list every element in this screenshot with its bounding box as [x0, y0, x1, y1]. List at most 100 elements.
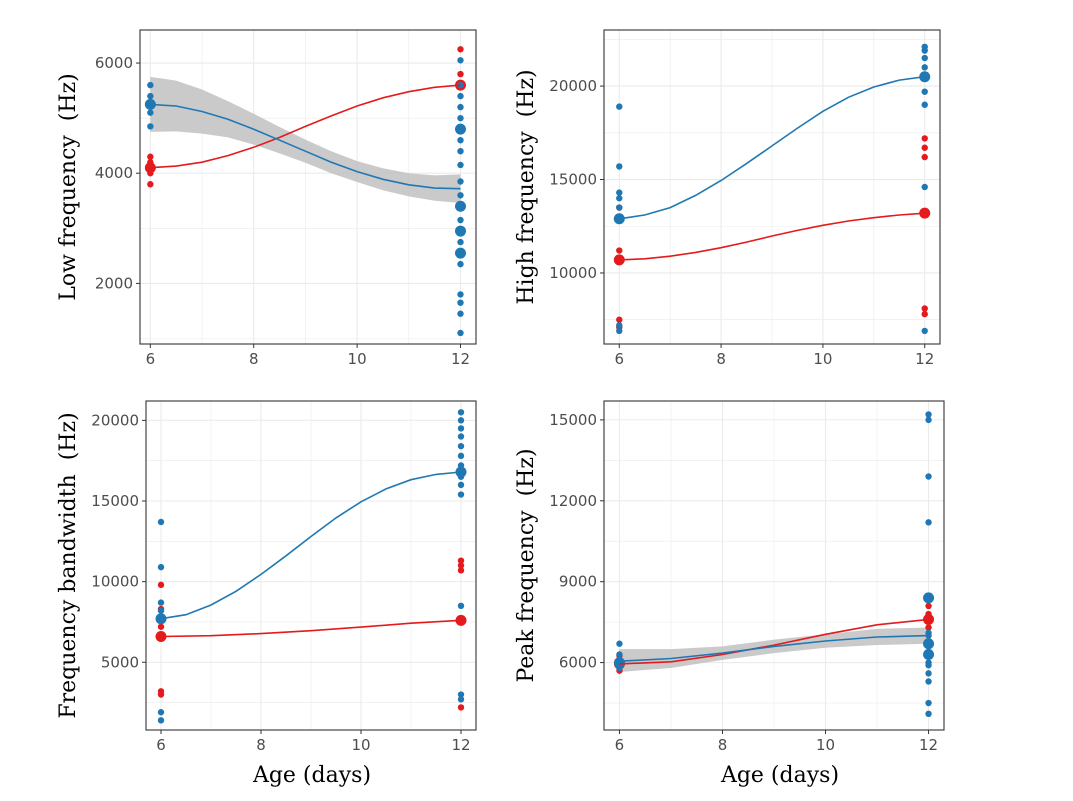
data-point-blue	[147, 92, 154, 100]
data-point-red	[921, 135, 928, 142]
data-point-blue	[157, 709, 165, 716]
mean-point-blue	[455, 466, 467, 478]
y-tick-label: 5000	[101, 653, 139, 671]
data-point-blue	[921, 183, 928, 191]
x-tick-label: 6	[146, 350, 156, 368]
data-point-blue	[925, 629, 932, 637]
mean-point-blue	[454, 200, 466, 212]
trend-line-red	[619, 212, 925, 261]
panel-border	[139, 29, 477, 345]
x-tick-label: 12	[919, 736, 938, 754]
data-point-red	[457, 70, 464, 78]
y-tick-label: 4000	[95, 164, 133, 182]
data-point-blue	[457, 442, 465, 450]
x-tick-label: 10	[348, 350, 367, 368]
data-point-blue	[457, 425, 465, 432]
trend-line-blue	[160, 471, 462, 620]
panel-border	[145, 400, 477, 731]
y-tick-label: 15000	[91, 492, 139, 510]
data-point-blue	[457, 602, 465, 610]
y-tick-label: 12000	[549, 492, 597, 510]
panel-border	[603, 400, 945, 731]
x-tick-label: 10	[351, 736, 370, 754]
y-axis-label: Frequency bandwidth (Hz)	[56, 412, 81, 718]
y-tick-label: 9000	[559, 573, 597, 591]
data-point-red	[457, 562, 465, 569]
x-tick-label: 6	[615, 736, 625, 754]
data-point-blue	[457, 238, 464, 246]
data-point-red	[457, 46, 464, 53]
data-point-blue	[925, 416, 932, 424]
x-tick-label: 12	[451, 350, 470, 368]
data-point-blue	[147, 81, 154, 89]
data-point-red	[147, 181, 154, 188]
x-axis-label: Age (days)	[720, 763, 839, 788]
data-point-blue	[457, 103, 464, 111]
y-tick-label: 2000	[95, 274, 133, 292]
data-point-red	[147, 153, 154, 160]
data-point-red	[157, 623, 165, 630]
x-tick-label: 6	[156, 736, 166, 754]
mean-point-blue	[923, 638, 935, 650]
data-point-blue	[925, 473, 932, 480]
trend-line-blue	[619, 634, 929, 662]
data-point-blue	[457, 178, 464, 185]
data-point-blue	[457, 260, 464, 268]
data-point-blue	[925, 519, 932, 526]
data-point-blue	[147, 109, 154, 116]
data-point-blue	[616, 103, 623, 110]
data-point-blue	[616, 163, 623, 170]
mean-point-blue	[454, 123, 466, 135]
data-point-red	[616, 247, 623, 254]
y-tick-label: 15000	[549, 411, 597, 429]
data-point-blue	[925, 411, 932, 418]
data-point-red	[157, 688, 165, 695]
x-tick-label: 10	[813, 350, 832, 368]
data-point-blue	[157, 717, 165, 724]
data-point-red	[925, 602, 932, 610]
data-point-blue	[157, 563, 165, 571]
x-tick-label: 8	[249, 350, 259, 368]
data-point-blue	[457, 192, 464, 199]
data-point-blue	[457, 691, 465, 698]
y-tick-label: 6000	[95, 54, 133, 72]
data-point-red	[616, 316, 623, 323]
x-tick-label: 8	[718, 736, 728, 754]
trend-line-blue	[150, 103, 461, 190]
mean-point-blue	[919, 71, 931, 83]
y-tick-label: 15000	[549, 171, 597, 189]
data-point-blue	[457, 161, 464, 169]
mean-point-blue	[923, 648, 935, 660]
data-point-blue	[616, 204, 623, 211]
data-point-blue	[457, 417, 465, 424]
data-point-blue	[921, 54, 928, 62]
data-point-blue	[921, 327, 928, 335]
data-point-blue	[457, 291, 464, 298]
trend-line-blue	[619, 75, 925, 220]
data-point-red	[457, 704, 465, 711]
data-point-blue	[616, 640, 623, 647]
trend-line-red	[160, 619, 462, 638]
mean-point-blue	[923, 592, 935, 604]
data-point-blue	[457, 329, 464, 337]
data-point-red	[921, 144, 928, 151]
data-point-blue	[921, 101, 928, 108]
y-axis-label: Low frequency (Hz)	[56, 73, 81, 300]
mean-point-red	[923, 613, 935, 625]
data-point-blue	[921, 88, 928, 95]
data-point-blue	[457, 147, 464, 155]
data-point-red	[921, 153, 928, 161]
data-point-blue	[457, 491, 465, 498]
data-point-blue	[616, 651, 623, 658]
data-point-blue	[157, 599, 165, 606]
data-point-blue	[925, 670, 932, 677]
mean-point-blue	[613, 657, 625, 669]
x-tick-label: 8	[256, 736, 266, 754]
data-point-blue	[616, 327, 623, 335]
panel-border	[603, 29, 941, 345]
data-point-blue	[457, 114, 464, 122]
data-point-blue	[616, 195, 623, 202]
data-point-red	[921, 305, 928, 312]
data-point-blue	[921, 64, 928, 71]
